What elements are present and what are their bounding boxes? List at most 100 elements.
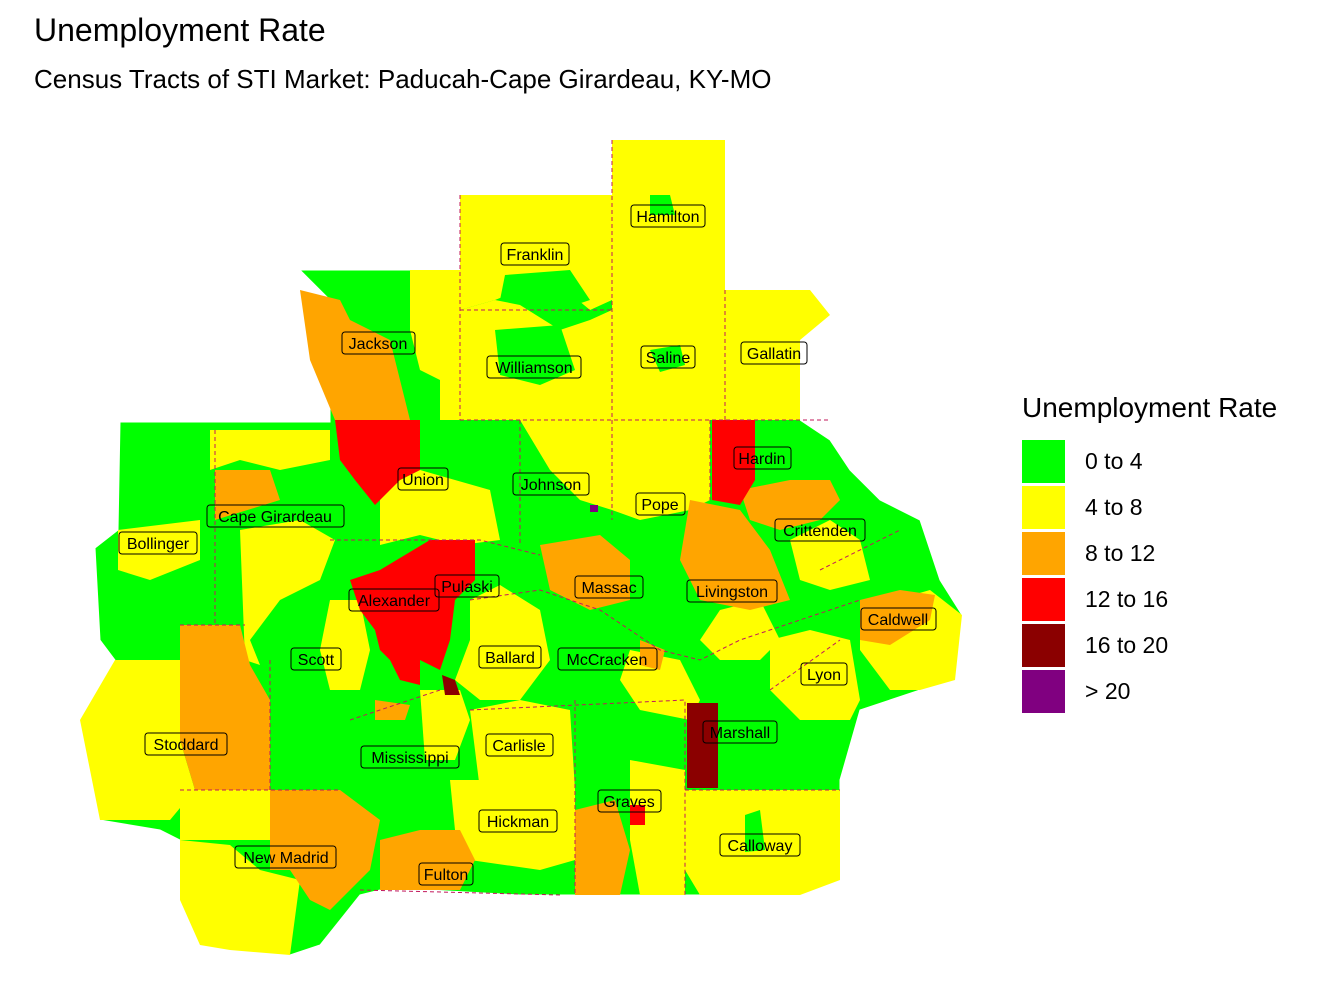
svg-text:Hickman: Hickman — [487, 814, 549, 831]
county-label: Mississippi — [360, 745, 460, 769]
county-label: Johnson — [512, 472, 590, 496]
county-label: Pope — [635, 492, 686, 516]
tract-yellow-jackson-east — [410, 270, 460, 420]
tract-orange-williamson-west — [375, 700, 410, 720]
legend-item: 8 to 12 — [1022, 530, 1277, 576]
legend-label: 12 to 16 — [1085, 585, 1169, 612]
svg-text:Marshall: Marshall — [710, 725, 770, 742]
legend-swatch — [1022, 531, 1065, 575]
svg-text:Pope: Pope — [641, 497, 678, 514]
county-label: Jackson — [341, 331, 416, 355]
tract-yellow-crittenden — [790, 520, 870, 590]
svg-text:Alexander: Alexander — [358, 593, 431, 610]
svg-text:Carlisle: Carlisle — [492, 738, 545, 755]
tract-orange-fulton — [380, 830, 475, 890]
county-label: Scott — [290, 647, 342, 671]
svg-text:Lyon: Lyon — [807, 667, 841, 684]
county-label: Pulaski — [434, 574, 500, 598]
county-label: Stoddard — [144, 732, 228, 756]
county-label: Union — [397, 467, 449, 491]
county-label: Crittenden — [774, 518, 866, 542]
svg-text:Williamson: Williamson — [495, 360, 572, 377]
svg-text:Union: Union — [402, 472, 444, 489]
svg-text:Mississippi: Mississippi — [371, 750, 448, 767]
tract-red-alexander — [350, 540, 475, 685]
tract-orange-graves — [575, 800, 630, 895]
legend-swatch — [1022, 669, 1065, 713]
county-label: Massac — [574, 575, 644, 599]
tract-red-graves — [630, 805, 645, 825]
county-label: Fulton — [418, 862, 474, 886]
svg-text:Scott: Scott — [298, 652, 335, 669]
county-label: Saline — [640, 345, 696, 369]
tract-yellow-lyon — [770, 630, 860, 720]
county-label: Hickman — [478, 809, 558, 833]
tract-yellow-carlisle — [470, 700, 575, 800]
county-labels: Hamilton Franklin Jackson Williamson Sal… — [118, 204, 937, 886]
legend-swatch — [1022, 485, 1065, 529]
svg-text:Johnson: Johnson — [521, 477, 582, 494]
county-label: Franklin — [500, 242, 570, 266]
svg-text:Cape Girardeau: Cape Girardeau — [218, 509, 332, 526]
svg-text:Pulaski: Pulaski — [441, 579, 493, 596]
tract-orange-jackson — [300, 290, 410, 420]
tract-orange-massac — [540, 535, 630, 610]
svg-text:Franklin: Franklin — [507, 247, 564, 264]
tract-green-franklin — [500, 270, 590, 310]
tract-yellow-hamilton — [612, 140, 725, 300]
county-label: Ballard — [478, 645, 542, 669]
legend-item: 4 to 8 — [1022, 484, 1277, 530]
tract-orange-livingston — [680, 500, 790, 610]
county-label: Graves — [597, 789, 662, 813]
tract-yellow-stoddard — [80, 660, 195, 820]
legend-item: 16 to 20 — [1022, 622, 1277, 668]
legend-swatch — [1022, 623, 1065, 667]
svg-text:Hardin: Hardin — [738, 451, 785, 468]
tract-yellow-scott-south — [320, 600, 370, 690]
legend-swatch — [1022, 439, 1065, 483]
tract-yellow-ballard — [455, 585, 550, 700]
legend-label: 16 to 20 — [1085, 631, 1169, 658]
county-label: Carlisle — [485, 733, 554, 757]
tract-yellow-livingston-south — [700, 600, 780, 660]
legend-item: 12 to 16 — [1022, 576, 1277, 622]
svg-text:Ballard: Ballard — [485, 650, 535, 667]
svg-text:Livingston: Livingston — [696, 584, 768, 601]
county-label: Marshall — [702, 720, 778, 744]
tract-darkred-marshall — [687, 703, 718, 788]
county-boundaries — [180, 140, 901, 896]
legend-item: 0 to 4 — [1022, 438, 1277, 484]
svg-text:Massac: Massac — [581, 580, 636, 597]
legend-title: Unemployment Rate — [1022, 392, 1278, 423]
legend-label: > 20 — [1085, 677, 1131, 704]
tract-orange-caldwell — [860, 590, 935, 645]
map-title: Unemployment Rate — [34, 12, 326, 48]
svg-text:Saline: Saline — [646, 350, 691, 367]
county-label: McCracken — [557, 647, 658, 671]
svg-text:McCracken: McCracken — [567, 652, 648, 669]
county-label: Hardin — [733, 446, 792, 470]
tract-yellow-hickman — [450, 780, 575, 870]
legend-label: 0 to 4 — [1085, 447, 1143, 474]
svg-text:New Madrid: New Madrid — [243, 850, 328, 867]
tract-yellow-west — [240, 520, 335, 665]
svg-text:Caldwell: Caldwell — [868, 612, 928, 629]
county-label: Cape Girardeau — [206, 504, 345, 528]
county-label: Calloway — [719, 833, 801, 857]
map-subtitle: Census Tracts of STI Market: Paducah-Cap… — [34, 64, 772, 94]
tract-yellow-capegirardeau-north — [210, 430, 330, 470]
county-label: Hamilton — [630, 204, 706, 228]
tract-yellow-union-south — [380, 470, 500, 545]
svg-text:Fulton: Fulton — [424, 867, 468, 884]
tract-yellow-saline-gallatin — [612, 290, 830, 420]
tract-yellow-stoddard-south — [180, 790, 270, 840]
tract-yellow-bollinger — [118, 520, 200, 580]
svg-text:Stoddard: Stoddard — [154, 737, 219, 754]
county-label: Alexander — [348, 588, 440, 612]
tract-green-williamson — [495, 325, 575, 385]
tract-orange-newmadrid — [270, 790, 380, 910]
county-label: Williamson — [486, 355, 582, 379]
legend-label: 8 to 12 — [1085, 539, 1156, 566]
svg-text:Jackson: Jackson — [349, 336, 408, 353]
